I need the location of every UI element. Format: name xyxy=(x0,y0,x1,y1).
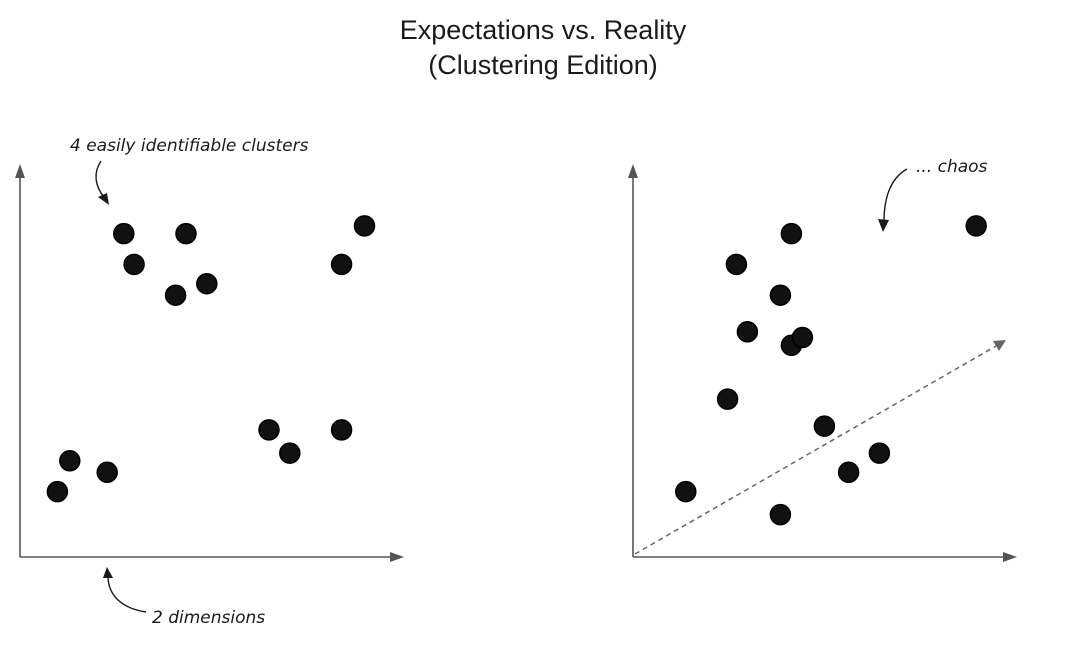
expectations-point-10 xyxy=(96,461,118,484)
reality-points xyxy=(675,215,987,526)
title-line-1: Expectations vs. Reality xyxy=(400,15,687,45)
title-line-2: (Clustering Edition) xyxy=(428,50,658,80)
reality-y-axis xyxy=(628,164,638,557)
expectations-point-7 xyxy=(330,253,353,276)
reality-point-7 xyxy=(716,388,739,410)
reality-point-13 xyxy=(965,215,987,237)
expectations-point-5 xyxy=(196,272,218,295)
reality-point-1 xyxy=(780,222,803,245)
expectations-points xyxy=(46,215,376,503)
expectations-point-2 xyxy=(123,253,145,276)
dimensions-arrow xyxy=(103,567,147,613)
expectations-point-1 xyxy=(113,222,135,245)
expectations-x-axis xyxy=(20,552,404,562)
reality-point-4 xyxy=(736,321,759,343)
reality-point-2 xyxy=(725,253,748,276)
reality-point-8 xyxy=(813,415,836,437)
reality-panel: ... chaos xyxy=(628,157,1017,562)
clusters-arrow xyxy=(95,160,109,205)
clusters-annotation: 4 easily identifiable clusters xyxy=(70,136,309,156)
expectations-point-6 xyxy=(353,215,376,237)
chaos-arrow xyxy=(878,168,908,232)
chaos-annotation: ... chaos xyxy=(916,157,988,177)
expectations-point-12 xyxy=(279,442,301,464)
expectations-panel: 4 easily identifiable clusters 2 dimensi… xyxy=(15,136,404,628)
reality-point-9 xyxy=(837,461,860,484)
expectations-point-11 xyxy=(258,419,280,441)
expectations-point-13 xyxy=(330,419,353,441)
expectations-y-axis xyxy=(15,164,25,557)
reality-point-11 xyxy=(675,480,697,503)
reality-point-3 xyxy=(769,284,792,306)
expectations-point-4 xyxy=(164,284,187,306)
reality-point-6 xyxy=(791,326,814,349)
reality-trend-arrow xyxy=(634,340,1006,555)
reality-point-12 xyxy=(769,503,792,526)
reality-x-axis xyxy=(633,552,1017,562)
expectations-point-8 xyxy=(59,450,81,472)
expectations-point-3 xyxy=(175,222,197,245)
dimensions-annotation: 2 dimensions xyxy=(152,608,265,628)
reality-point-10 xyxy=(868,442,891,464)
expectations-point-9 xyxy=(46,480,69,503)
